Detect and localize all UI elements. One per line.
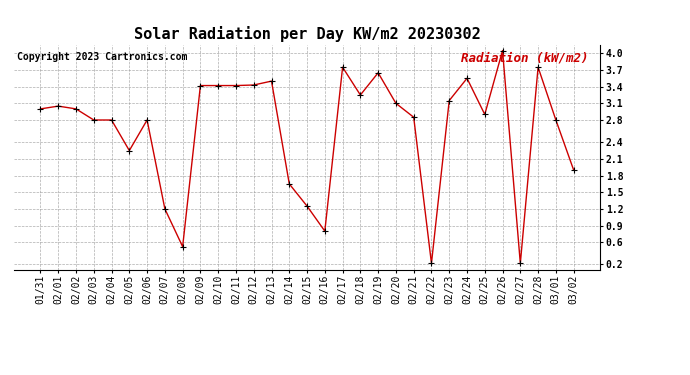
Text: Radiation (kW/m2): Radiation (kW/m2) — [461, 52, 589, 65]
Text: Copyright 2023 Cartronics.com: Copyright 2023 Cartronics.com — [17, 52, 187, 62]
Title: Solar Radiation per Day KW/m2 20230302: Solar Radiation per Day KW/m2 20230302 — [134, 27, 480, 42]
